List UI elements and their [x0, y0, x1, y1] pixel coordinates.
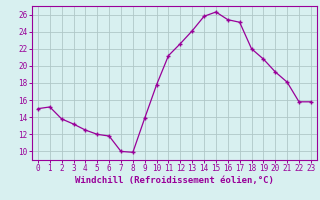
X-axis label: Windchill (Refroidissement éolien,°C): Windchill (Refroidissement éolien,°C) [75, 176, 274, 185]
